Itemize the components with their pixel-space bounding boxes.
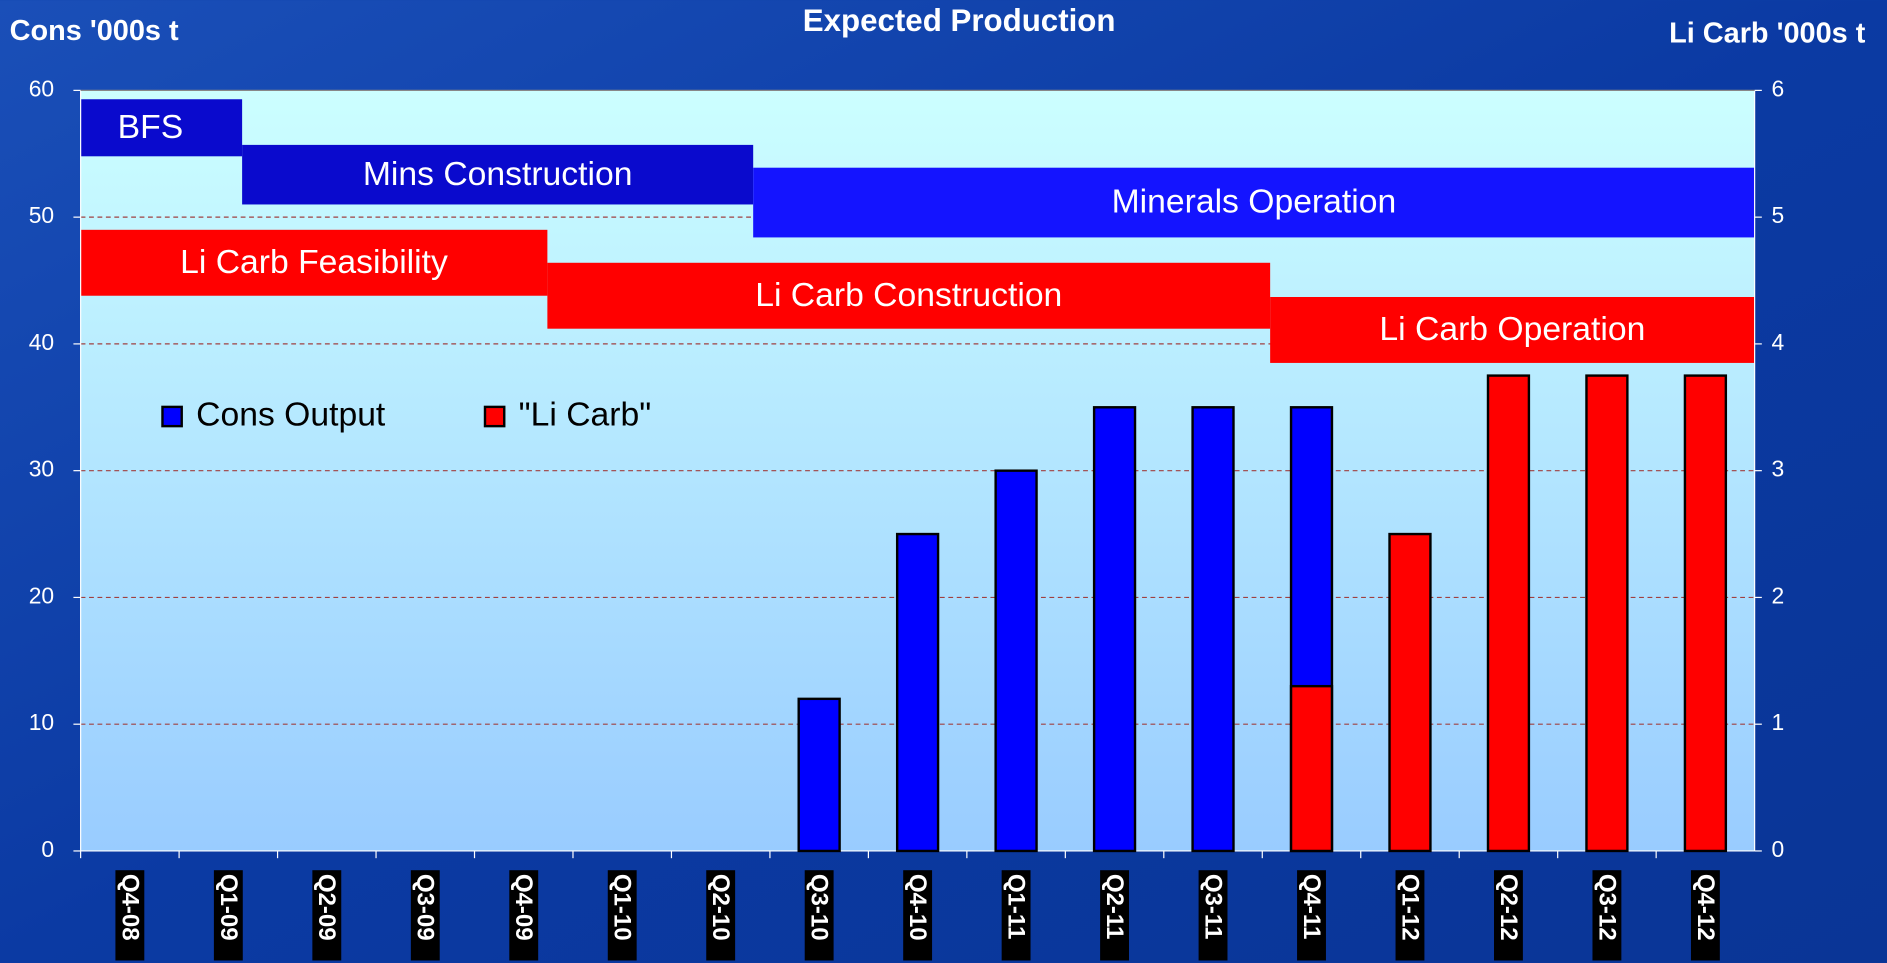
x-tick-label: Q2-12	[1495, 874, 1522, 941]
x-tick: Q4-09	[509, 870, 539, 961]
bar	[1191, 406, 1235, 853]
bar	[1388, 532, 1432, 853]
phase-label: BFS	[118, 109, 184, 146]
bar	[797, 697, 841, 853]
x-tick: Q4-12	[1690, 870, 1720, 961]
phase-label: Minerals Operation	[1112, 184, 1397, 221]
legend-swatch	[483, 405, 506, 428]
x-tick-label: Q3-12	[1593, 874, 1620, 941]
x-tick-bg	[1001, 870, 1031, 961]
x-tick: Q4-08	[115, 870, 145, 961]
x-tick: Q3-10	[804, 870, 834, 961]
legend-label: "Li Carb"	[519, 396, 652, 433]
bar	[1683, 374, 1728, 853]
x-tick-label: Q4-12	[1692, 874, 1719, 941]
x-tick-label: Q4-09	[510, 874, 537, 941]
phase-bar	[753, 167, 1755, 238]
x-tick: Q3-11	[1198, 870, 1228, 961]
phase-label: Li Carb Construction	[755, 277, 1062, 314]
y2-tick-label: 6	[1771, 75, 1784, 101]
x-tick: Q4-10	[903, 870, 933, 961]
y-tick-label: 0	[41, 836, 54, 862]
legend-swatch	[161, 405, 183, 428]
y-tick-label: 50	[29, 202, 54, 228]
x-tick-bg	[706, 870, 736, 961]
y-tick-label: 40	[29, 329, 54, 355]
bar	[994, 469, 1038, 853]
x-tick-label: Q1-10	[609, 874, 636, 941]
y2-tick-label: 3	[1771, 456, 1784, 482]
bar	[1486, 374, 1531, 853]
x-tick-label: Q4-08	[116, 874, 143, 941]
bar	[895, 532, 940, 853]
bar	[1585, 374, 1629, 853]
x-tick-bg	[1494, 870, 1523, 961]
x-tick-bg	[1297, 870, 1326, 961]
x-tick-label: Q3-09	[412, 874, 439, 941]
phase-label: Li Carb Operation	[1379, 311, 1645, 348]
y-tick-label: 60	[29, 75, 54, 101]
y2-tick-label: 5	[1771, 202, 1784, 228]
x-tick-label: Q1-12	[1396, 874, 1423, 941]
x-tick: Q1-09	[213, 870, 243, 961]
x-tick: Q2-09	[312, 870, 342, 961]
x-tick: Q4-11	[1297, 870, 1326, 961]
x-tick-bg	[115, 870, 145, 961]
bar	[1289, 684, 1334, 853]
y-tick-label: 10	[29, 709, 54, 735]
phase-bar	[547, 262, 1271, 329]
phase-bar	[80, 99, 243, 157]
x-tick: Q2-11	[1100, 870, 1130, 961]
y2-tick-label: 0	[1771, 836, 1784, 862]
phase-bar	[1270, 297, 1755, 363]
x-tick-bg	[213, 870, 243, 961]
y-axis-title: Cons '000s t	[10, 15, 179, 47]
x-tick-bg	[1100, 870, 1130, 961]
x-tick-label: Q3-10	[806, 874, 833, 941]
x-tick: Q1-12	[1395, 870, 1425, 961]
x-tick-bg	[509, 870, 539, 961]
x-tick: Q2-12	[1494, 870, 1523, 961]
x-tick: Q2-10	[706, 870, 736, 961]
x-tick-bg	[1690, 870, 1720, 961]
chart-title: Expected Production	[803, 3, 1116, 38]
x-tick-bg	[607, 870, 637, 961]
phase-bar	[242, 144, 754, 205]
x-tick-label: Q1-11	[1003, 874, 1030, 940]
x-tick-label: Q2-10	[707, 874, 734, 941]
y-tick-label: 20	[29, 582, 54, 608]
x-tick-bg	[903, 870, 933, 961]
legend-label: Cons Output	[196, 396, 386, 433]
x-tick-label: Q4-11	[1298, 874, 1325, 940]
x-tick: Q3-09	[410, 870, 440, 961]
x-tick: Q1-11	[1001, 870, 1031, 961]
x-tick-bg	[1395, 870, 1425, 961]
x-tick-bg	[804, 870, 834, 961]
y2-axis-title: Li Carb '000s t	[1669, 18, 1866, 50]
y2-tick-label: 4	[1771, 329, 1784, 355]
x-tick-label: Q2-11	[1101, 874, 1128, 940]
phase-label: Mins Construction	[363, 156, 633, 193]
x-tick-label: Q2-09	[313, 874, 340, 941]
x-tick-bg	[1592, 870, 1622, 961]
x-tick: Q1-10	[607, 870, 637, 961]
y2-tick-label: 1	[1771, 709, 1784, 735]
x-tick-label: Q4-10	[904, 874, 931, 941]
phase-label: Li Carb Feasibility	[180, 244, 448, 281]
bar	[1092, 406, 1137, 853]
phase-bar	[80, 229, 548, 296]
x-tick-label: Q3-11	[1199, 874, 1226, 940]
y-tick-label: 30	[29, 456, 54, 482]
y2-tick-label: 2	[1771, 582, 1784, 608]
x-tick-label: Q1-09	[215, 874, 242, 941]
x-tick-bg	[410, 870, 440, 961]
x-tick: Q3-12	[1592, 870, 1622, 961]
x-tick-bg	[1198, 870, 1228, 961]
x-tick-bg	[312, 870, 342, 961]
